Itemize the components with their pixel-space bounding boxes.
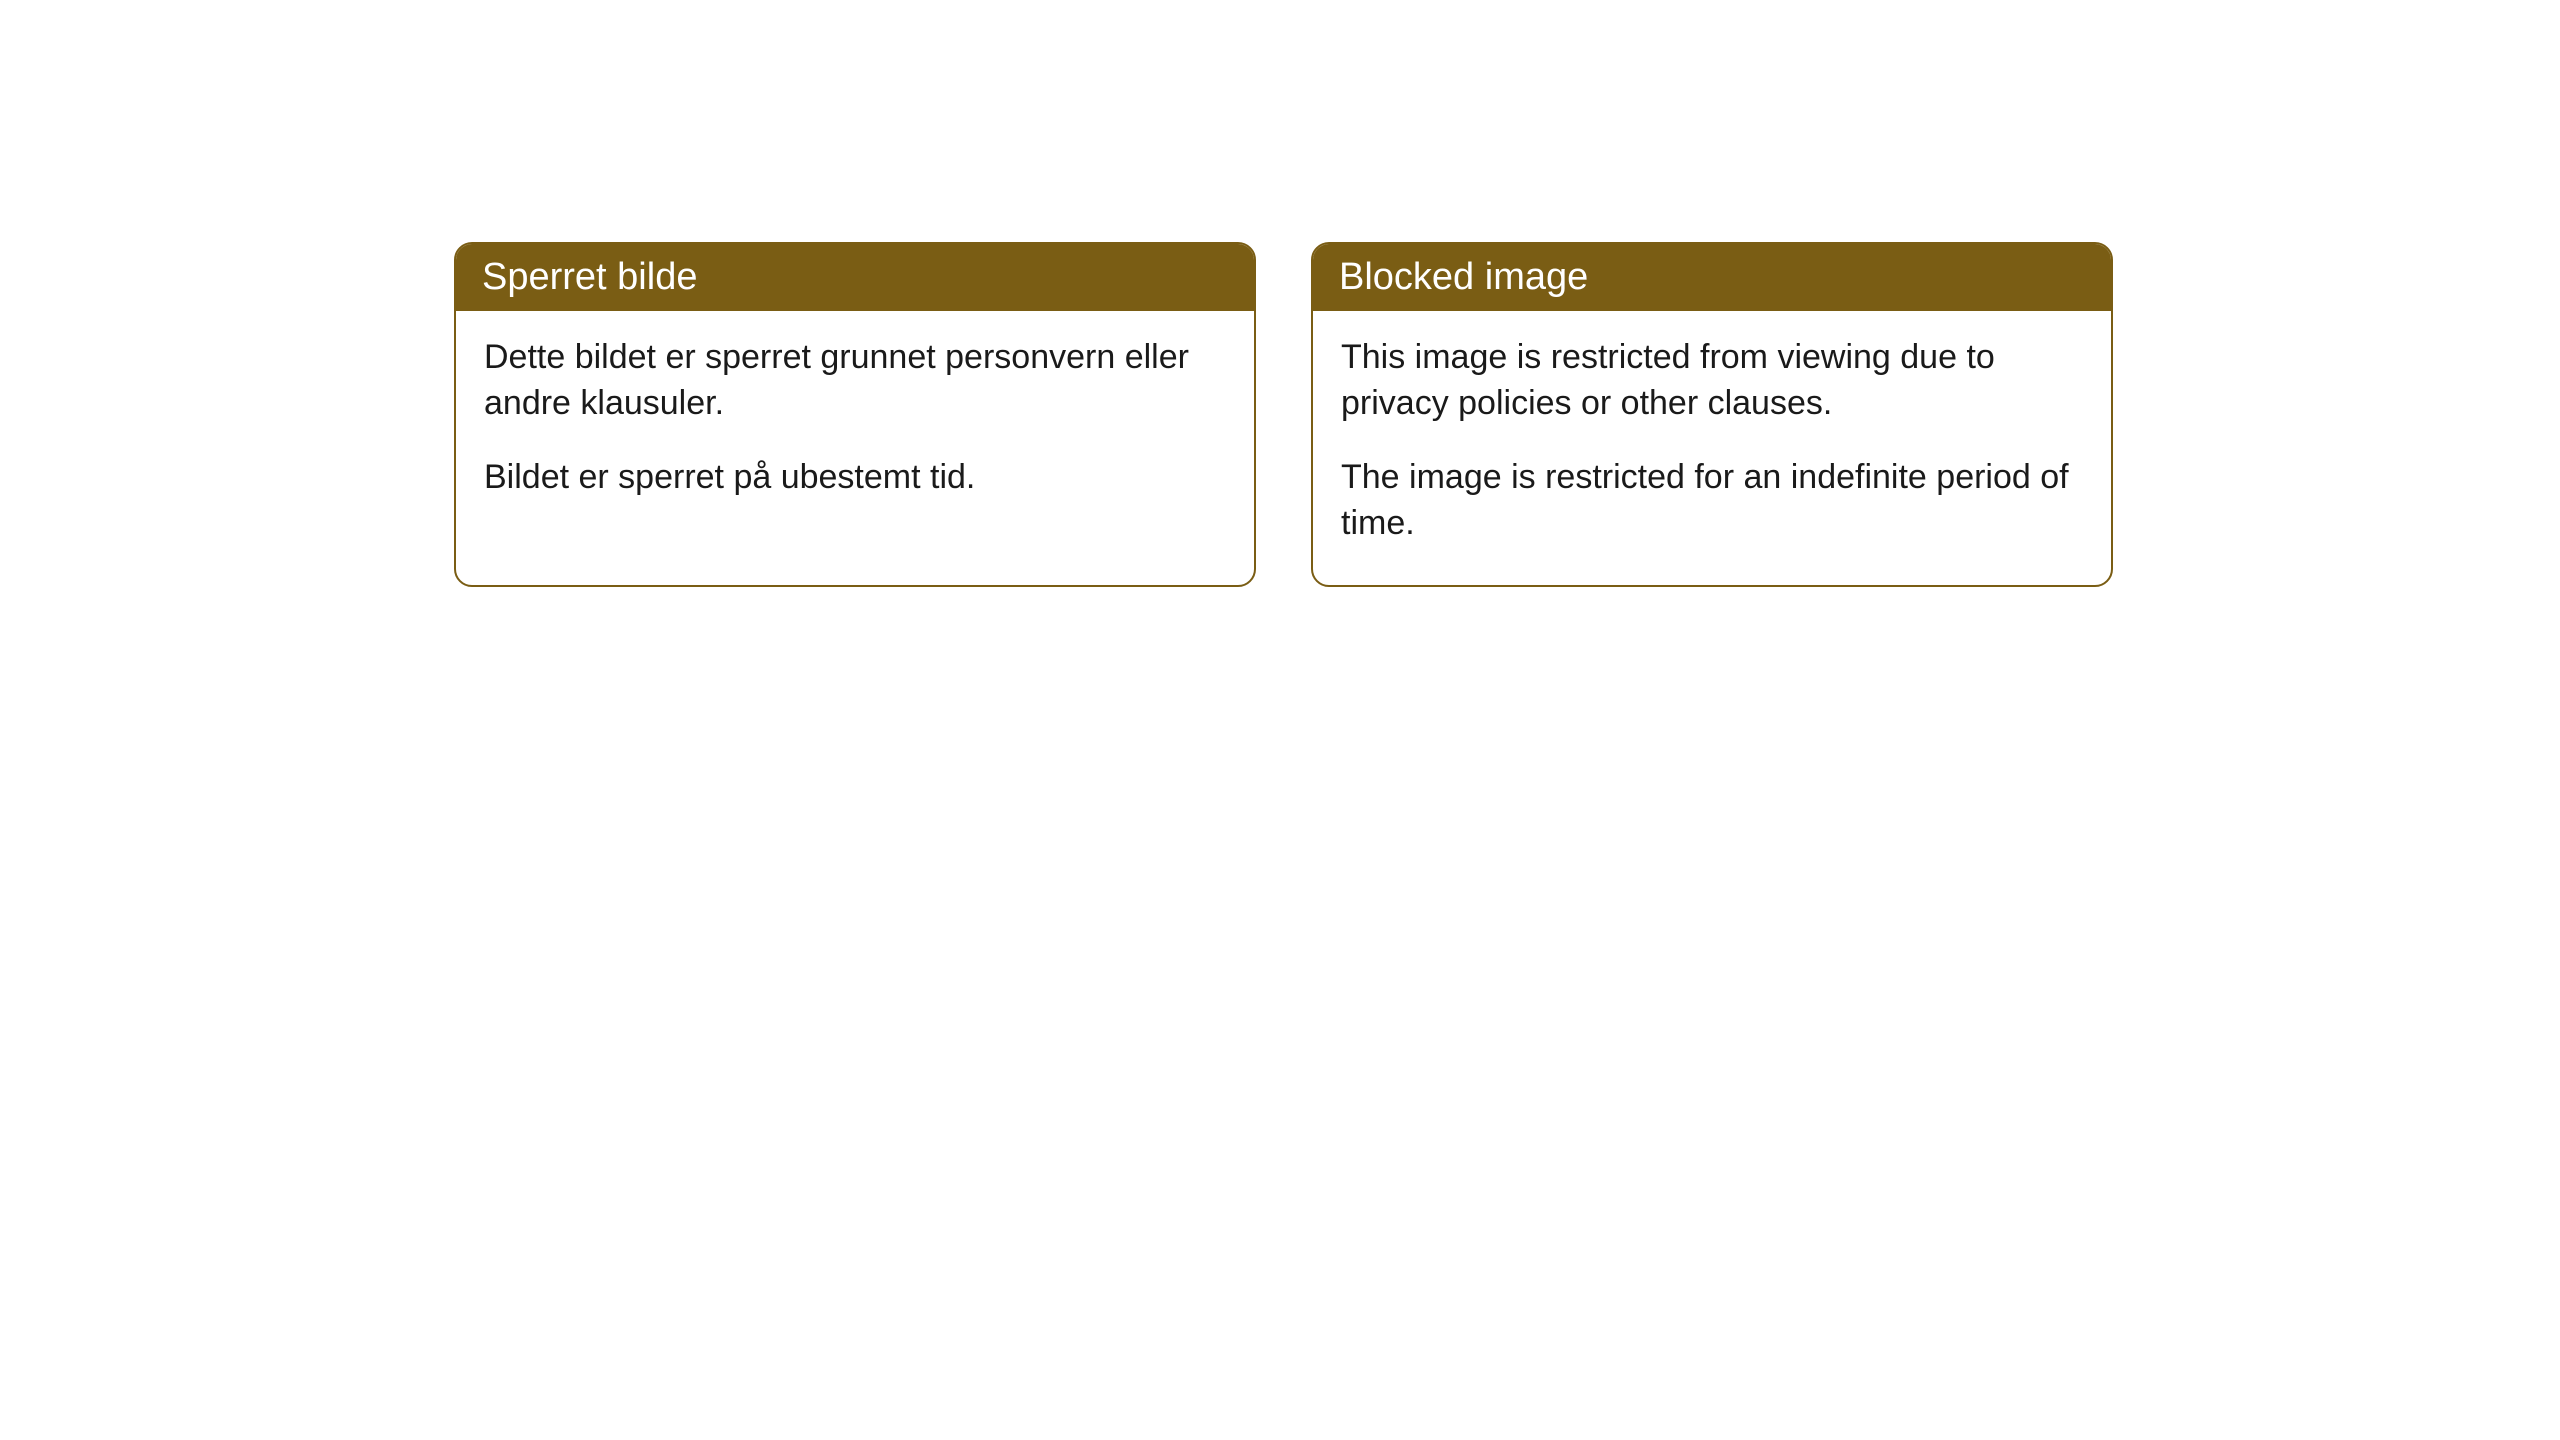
card-paragraph: The image is restricted for an indefinit… [1341, 455, 2083, 547]
card-header: Blocked image [1313, 244, 2111, 311]
card-title: Blocked image [1339, 256, 1588, 298]
card-paragraph: This image is restricted from viewing du… [1341, 335, 2083, 427]
card-title: Sperret bilde [482, 256, 697, 298]
card-body: This image is restricted from viewing du… [1313, 311, 2111, 585]
notice-card-english: Blocked image This image is restricted f… [1311, 242, 2113, 587]
card-body: Dette bildet er sperret grunnet personve… [456, 311, 1254, 539]
notice-cards-container: Sperret bilde Dette bildet er sperret gr… [454, 242, 2560, 587]
notice-card-norwegian: Sperret bilde Dette bildet er sperret gr… [454, 242, 1256, 587]
card-header: Sperret bilde [456, 244, 1254, 311]
card-paragraph: Dette bildet er sperret grunnet personve… [484, 335, 1226, 427]
card-paragraph: Bildet er sperret på ubestemt tid. [484, 455, 1226, 501]
